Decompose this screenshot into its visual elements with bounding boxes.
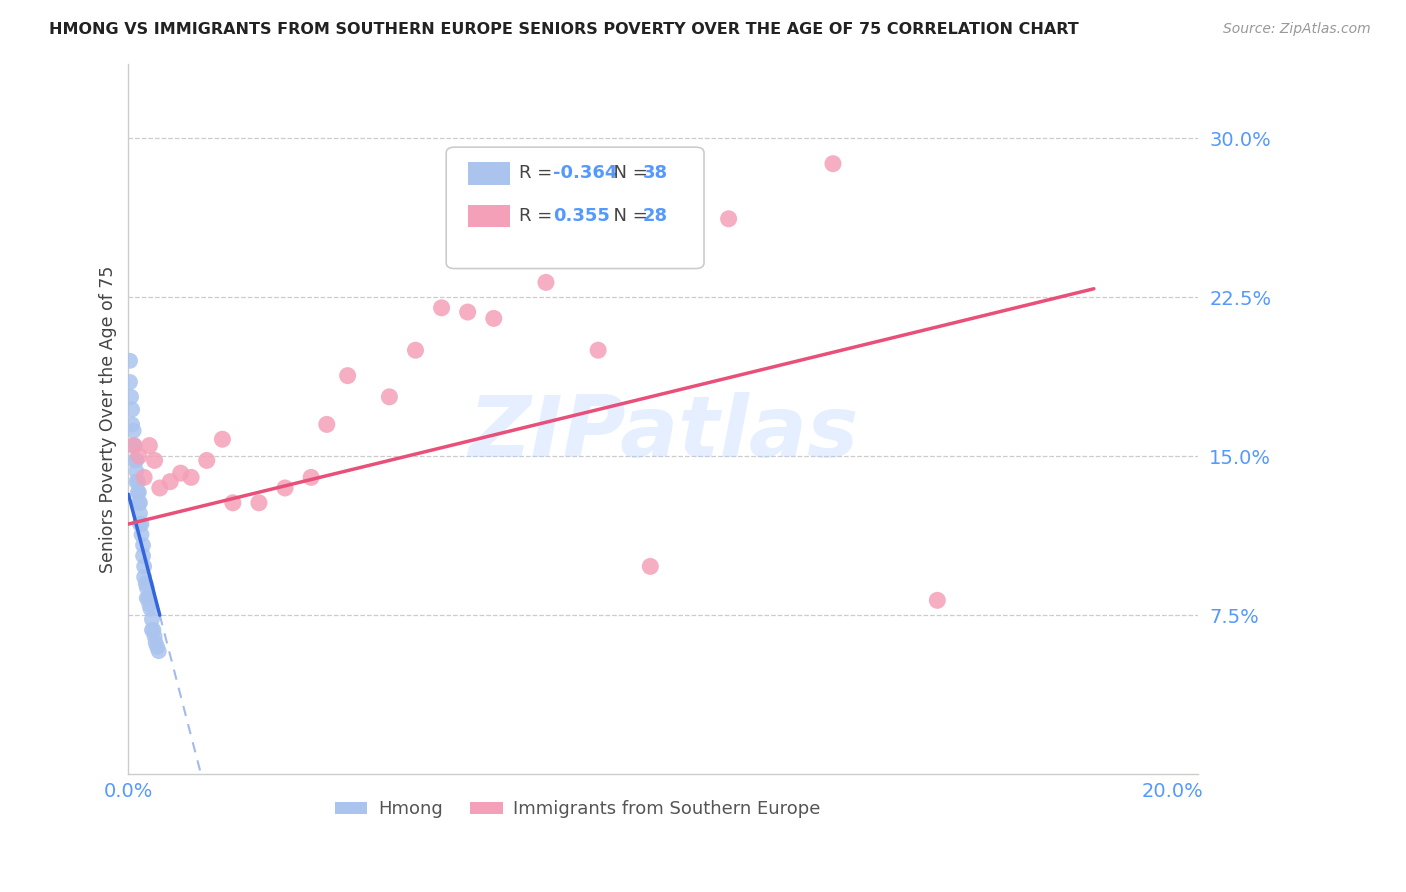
Point: [274, 481, 297, 495]
Point: [145, 636, 167, 650]
Point: [378, 390, 401, 404]
FancyBboxPatch shape: [446, 147, 704, 268]
Point: [135, 581, 157, 595]
Point: [135, 591, 157, 606]
Text: HMONG VS IMMIGRANTS FROM SOUTHERN EUROPE SENIORS POVERTY OVER THE AGE OF 75 CORR: HMONG VS IMMIGRANTS FROM SOUTHERN EUROPE…: [49, 22, 1078, 37]
Point: [125, 475, 148, 489]
Text: ZIPatlas: ZIPatlas: [468, 392, 859, 475]
Legend: Hmong, Immigrants from Southern Europe: Hmong, Immigrants from Southern Europe: [328, 793, 828, 825]
Point: [180, 470, 202, 484]
Y-axis label: Seniors Poverty Over the Age of 75: Seniors Poverty Over the Age of 75: [100, 266, 117, 573]
Point: [128, 485, 150, 500]
Point: [120, 390, 142, 404]
Point: [148, 644, 170, 658]
Point: [222, 496, 245, 510]
Point: [132, 538, 155, 552]
Point: [142, 623, 165, 637]
Point: [128, 449, 150, 463]
Point: [121, 417, 143, 432]
Point: [129, 507, 152, 521]
Point: [141, 612, 163, 626]
Point: [405, 343, 427, 358]
Text: Source: ZipAtlas.com: Source: ZipAtlas.com: [1223, 22, 1371, 37]
Text: 0.355: 0.355: [553, 207, 610, 225]
Point: [534, 276, 557, 290]
Point: [124, 453, 146, 467]
Point: [717, 211, 740, 226]
Point: [821, 156, 844, 170]
Point: [138, 439, 160, 453]
Text: N =: N =: [602, 207, 654, 225]
Point: [315, 417, 337, 432]
FancyBboxPatch shape: [468, 162, 510, 185]
Point: [135, 576, 157, 591]
Point: [128, 496, 150, 510]
Point: [211, 432, 233, 446]
FancyBboxPatch shape: [468, 204, 510, 227]
Point: [127, 485, 149, 500]
Point: [143, 453, 166, 467]
Point: [138, 598, 160, 612]
Point: [125, 453, 148, 467]
Point: [139, 602, 162, 616]
Point: [131, 527, 153, 541]
Text: 38: 38: [643, 164, 668, 182]
Point: [121, 402, 143, 417]
Point: [127, 475, 149, 489]
Point: [927, 593, 949, 607]
Point: [132, 549, 155, 563]
Text: -0.364: -0.364: [553, 164, 617, 182]
Point: [141, 623, 163, 637]
Point: [134, 570, 156, 584]
Point: [247, 496, 270, 510]
Point: [122, 439, 145, 453]
Text: R =: R =: [519, 164, 558, 182]
Point: [586, 343, 609, 358]
Point: [457, 305, 479, 319]
Point: [122, 439, 145, 453]
Point: [124, 439, 146, 453]
Point: [336, 368, 359, 383]
Point: [125, 464, 148, 478]
Point: [118, 375, 141, 389]
Point: [122, 424, 145, 438]
Point: [159, 475, 181, 489]
Point: [131, 516, 153, 531]
Point: [169, 466, 191, 480]
Point: [129, 496, 152, 510]
Point: [482, 311, 505, 326]
Point: [299, 470, 322, 484]
Point: [136, 591, 159, 606]
Point: [134, 559, 156, 574]
Point: [146, 640, 169, 654]
Point: [129, 516, 152, 531]
Point: [134, 470, 156, 484]
Text: R =: R =: [519, 207, 564, 225]
Text: 28: 28: [643, 207, 668, 225]
Point: [430, 301, 453, 315]
Point: [118, 353, 141, 368]
Text: N =: N =: [602, 164, 654, 182]
Point: [195, 453, 218, 467]
Point: [149, 481, 172, 495]
Point: [143, 629, 166, 643]
Point: [640, 559, 662, 574]
